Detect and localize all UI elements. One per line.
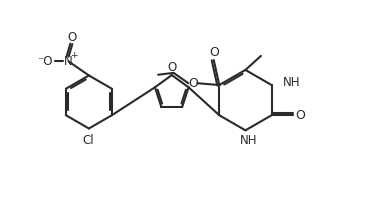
Text: +: + xyxy=(70,51,78,60)
Text: O: O xyxy=(167,61,176,74)
Text: NH: NH xyxy=(239,134,257,147)
Text: Cl: Cl xyxy=(82,134,94,147)
Text: ⁻O: ⁻O xyxy=(38,55,53,68)
Text: O: O xyxy=(188,77,198,90)
Text: NH: NH xyxy=(283,76,301,89)
Text: O: O xyxy=(209,46,219,59)
Text: O: O xyxy=(68,31,77,44)
Text: O: O xyxy=(295,109,305,122)
Text: N: N xyxy=(64,55,73,68)
